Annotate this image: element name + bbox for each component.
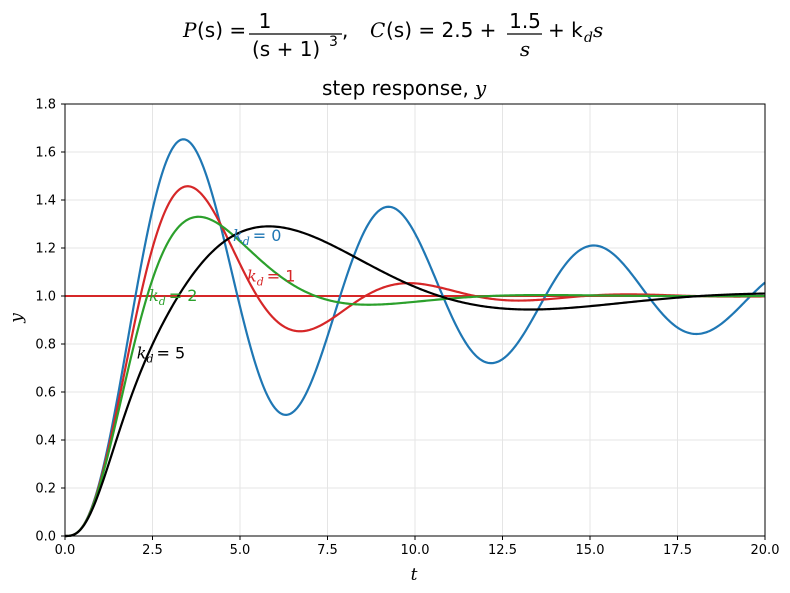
formula-header: P (s) = 1 (s + 1) 3 , C (s) = 2.5 + 1.5 … xyxy=(182,9,603,61)
x-tick-label: 5.0 xyxy=(230,543,251,558)
formula-p-arg: (s) = xyxy=(197,18,246,42)
y-tick-label: 0.4 xyxy=(35,434,56,449)
formula-p-label: P xyxy=(182,18,197,42)
y-axis-label: y xyxy=(7,313,27,324)
grid xyxy=(64,103,766,537)
series-line-kd=1 xyxy=(64,185,766,538)
formula-c-denominator: s xyxy=(520,37,530,61)
curve-label-kd=2: kd = 2 xyxy=(149,286,197,308)
y-tick-label: 1.2 xyxy=(35,242,56,257)
curve-labels: kd = 0 kd = 1 kd = 2 kd = 5 xyxy=(137,226,296,366)
x-tick-label: 20.0 xyxy=(751,543,780,558)
x-tick-label: 2.5 xyxy=(142,543,163,558)
chart-title-text: step response, xyxy=(322,76,469,100)
x-tick-label: 17.5 xyxy=(663,543,692,558)
formula-c-numerator: 1.5 xyxy=(509,9,541,33)
y-tick-label: 0.8 xyxy=(35,338,56,353)
x-tick-label: 0.0 xyxy=(55,543,76,558)
y-tick-label: 1.8 xyxy=(35,98,56,113)
formula-c-kd: + k xyxy=(548,18,583,42)
x-tick-label: 10.0 xyxy=(401,543,430,558)
x-tick-label: 15.0 xyxy=(576,543,605,558)
y-tick-label: 1.0 xyxy=(35,290,56,305)
chart-title: step response, y xyxy=(322,76,487,100)
series-line-kd=5 xyxy=(64,225,766,538)
series-line-kd=2 xyxy=(64,215,765,538)
y-tick-label: 0.6 xyxy=(35,386,56,401)
formula-p-numerator: 1 xyxy=(259,9,272,33)
y-tick-label: 1.4 xyxy=(35,194,56,209)
x-tick-label: 12.5 xyxy=(488,543,517,558)
formula-p-denominator: (s + 1) xyxy=(252,37,320,61)
y-tick-label: 0.2 xyxy=(35,482,56,497)
formula-c-s: s xyxy=(593,18,603,42)
x-axis-label: t xyxy=(411,565,418,585)
formula-c-kd-subscript: d xyxy=(584,30,593,46)
curve-label-kd=1: kd = 1 xyxy=(247,267,295,289)
y-tick-label: 1.6 xyxy=(35,146,56,161)
plot-area xyxy=(64,138,766,538)
ticks: 0.0 2.5 5.0 7.5 10.0 12.5 15.0 17.5 20.0 0.0 0.2 0.… xyxy=(35,98,779,559)
y-tick-label: 0.0 xyxy=(35,530,56,545)
curve-label-kd=0: kd = 0 xyxy=(233,226,281,248)
curve-label-kd=5: kd = 5 xyxy=(137,343,185,365)
formula-separator: , xyxy=(342,18,348,42)
x-tick-label: 7.5 xyxy=(317,543,338,558)
formula-c-arg: (s) = 2.5 + xyxy=(386,18,496,42)
formula-c-label: C xyxy=(370,18,385,42)
chart-title-variable: y xyxy=(474,76,487,100)
formula-p-exponent: 3 xyxy=(329,34,338,50)
